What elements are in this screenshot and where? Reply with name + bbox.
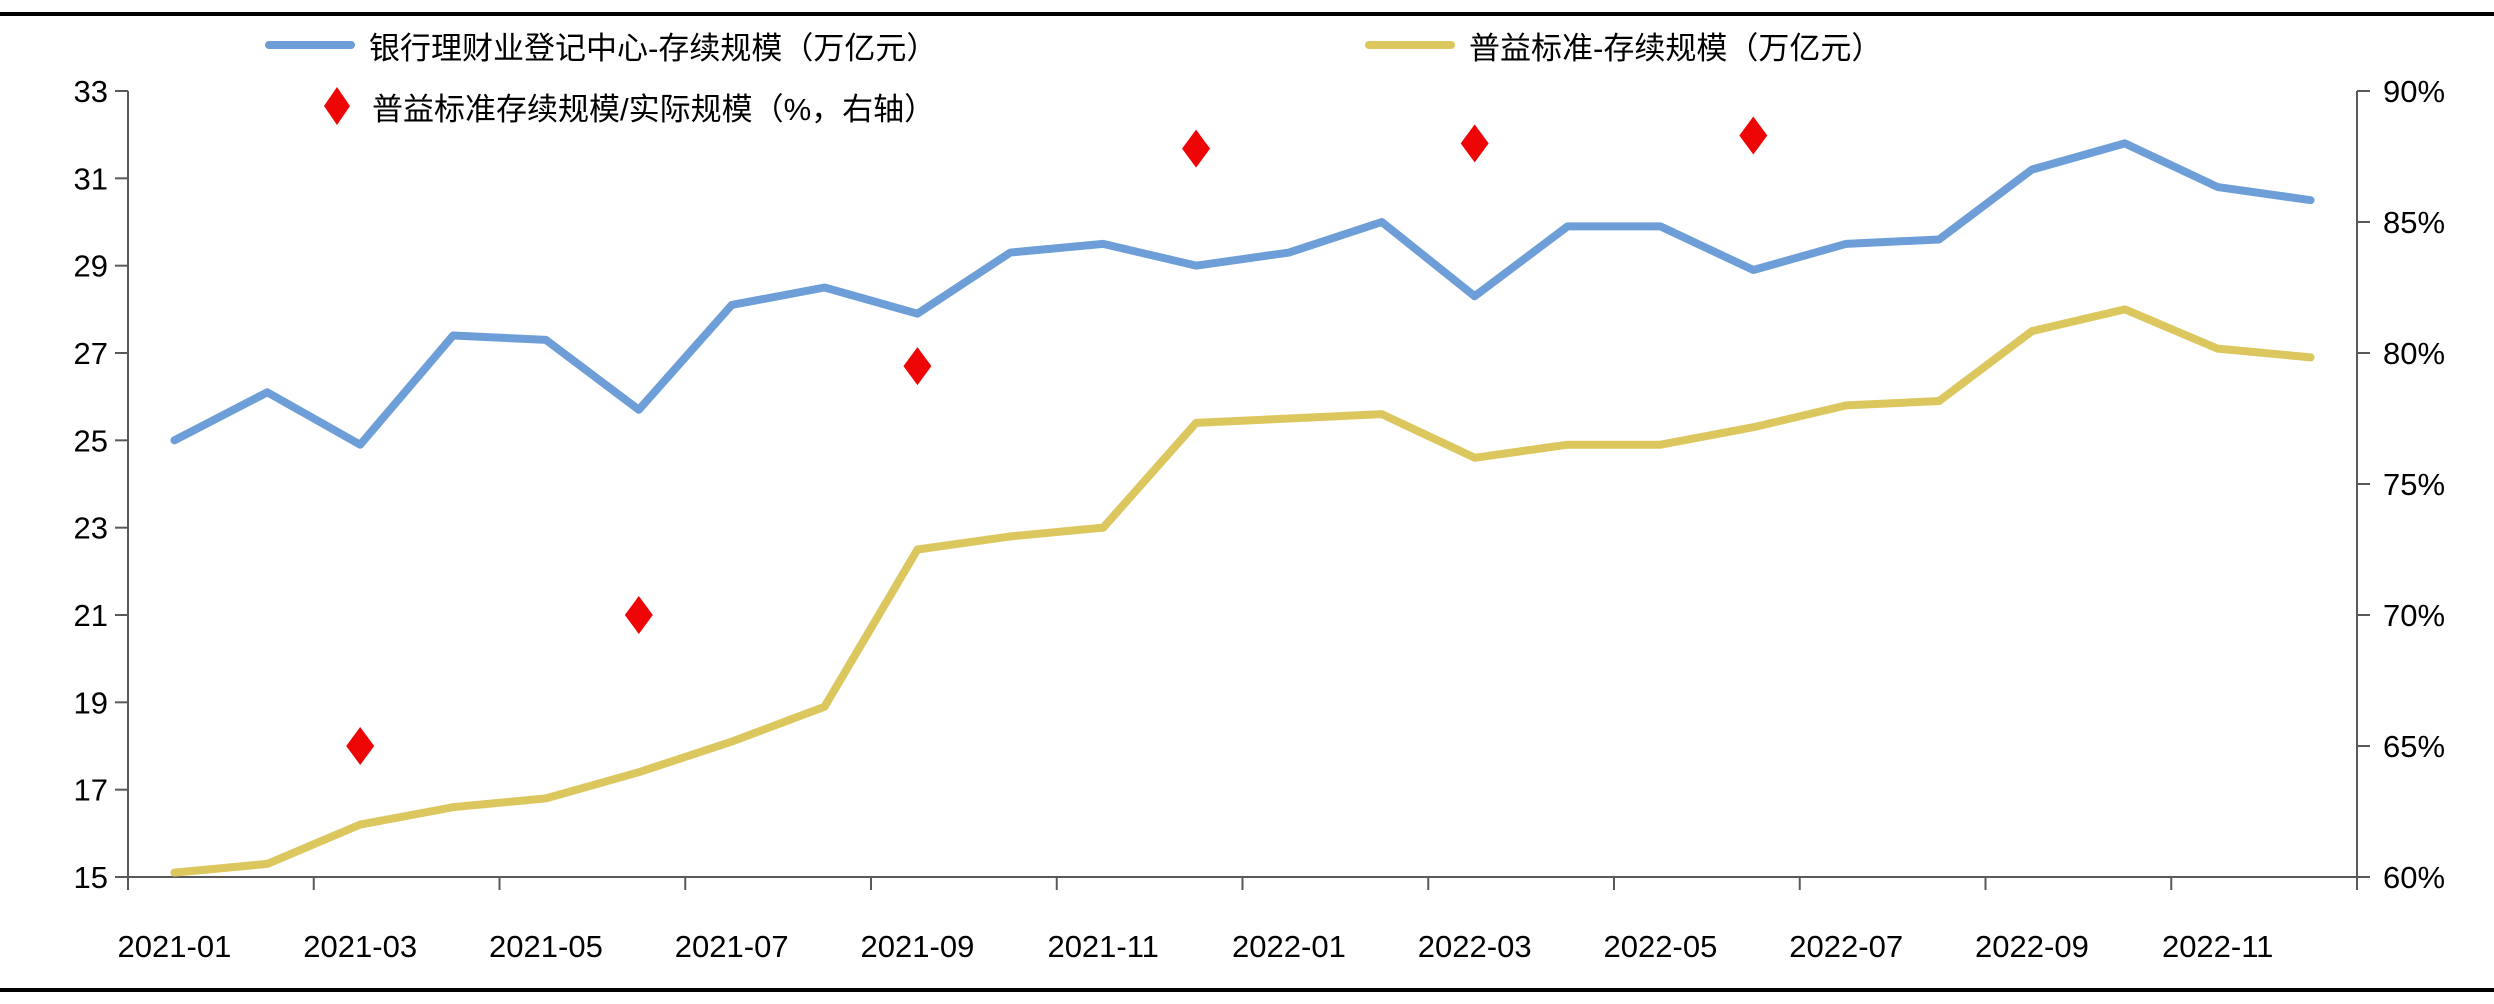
left-axis-tick-label: 15	[74, 860, 108, 895]
left-axis-tick-label: 31	[74, 161, 108, 196]
scatter-diamond-marker	[1182, 129, 1211, 168]
right-axis-tick-label: 70%	[2383, 598, 2445, 633]
scatter-diamond-marker	[346, 727, 375, 765]
left-axis-tick-label: 19	[74, 685, 108, 720]
legend-item-bank-series: 银行理财业登记中心-存续规模（万亿元）	[265, 25, 938, 66]
left-axis-tick-label: 27	[74, 336, 108, 371]
scatter-diamond-marker	[624, 596, 653, 634]
right-axis-tick-label: 85%	[2383, 205, 2445, 240]
right-axis-tick-label: 65%	[2383, 729, 2445, 764]
legend-label-ratio-series: 普益标准存续规模/实际规模（%，右轴）	[372, 91, 936, 127]
right-axis-tick-label: 90%	[2383, 74, 2445, 109]
top-border-line	[0, 12, 2494, 16]
left-axis-tick-label: 25	[74, 423, 108, 458]
puyi-series-line-swatch-icon	[1365, 41, 1455, 49]
left-axis-tick-label: 21	[74, 598, 108, 633]
legend-item-puyi-series: 普益标准-存续规模（万亿元）	[1365, 25, 1883, 66]
scatter-diamond-marker	[903, 347, 932, 386]
x-axis-tick-label: 2022-01	[1232, 929, 1346, 964]
x-axis-tick-label: 2021-05	[489, 929, 603, 964]
x-axis-tick-label: 2021-11	[1047, 929, 1158, 964]
x-axis-tick-label: 2022-11	[2162, 929, 2273, 964]
left-axis-tick-label: 29	[74, 249, 108, 284]
legend-item-ratio-series: 普益标准存续规模/实际规模（%，右轴）	[324, 86, 936, 127]
bottom-border-line	[0, 988, 2494, 992]
x-axis-tick-label: 2021-07	[675, 929, 789, 964]
x-axis-tick-label: 2021-01	[118, 929, 232, 964]
x-axis-tick-label: 2022-07	[1789, 929, 1903, 964]
x-axis-tick-label: 2021-09	[861, 929, 975, 964]
x-axis-tick-label: 2022-03	[1418, 929, 1532, 964]
bank-series-line-swatch-icon	[265, 41, 355, 49]
x-axis-tick-label: 2022-09	[1975, 929, 2089, 964]
right-axis-tick-label: 80%	[2383, 336, 2445, 371]
scatter-diamond-marker	[1460, 124, 1489, 163]
right-axis-tick-label: 75%	[2383, 467, 2445, 502]
legend-label-bank-series: 银行理财业登记中心-存续规模（万亿元）	[369, 30, 938, 66]
legend-label-puyi-series: 普益标准-存续规模（万亿元）	[1469, 30, 1883, 66]
left-axis-tick-label: 33	[74, 74, 108, 109]
left-axis-tick-label: 17	[74, 773, 108, 808]
x-axis-tick-label: 2022-05	[1604, 929, 1718, 964]
right-axis-tick-label: 60%	[2383, 860, 2445, 895]
left-axis-tick-label: 23	[74, 511, 108, 546]
series-line-普益标准	[170, 305, 2315, 877]
scatter-diamond-marker	[1739, 116, 1768, 155]
series-line-银行理财	[170, 139, 2315, 449]
x-axis-tick-label: 2021-03	[303, 929, 417, 964]
